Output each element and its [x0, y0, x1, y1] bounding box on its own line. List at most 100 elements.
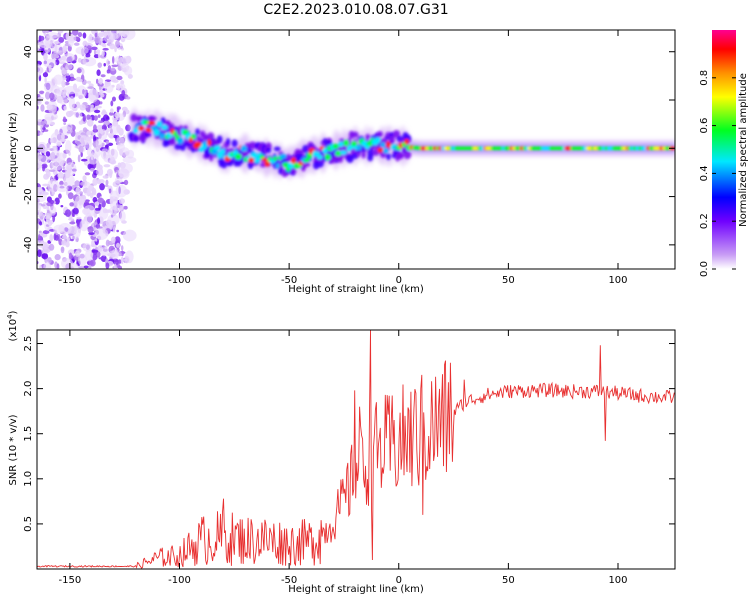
- noise-blob: [97, 114, 101, 118]
- noise-blob: [45, 170, 51, 178]
- ridge-core-blob: [219, 148, 226, 155]
- noise-blob: [65, 110, 73, 118]
- noise-blob: [112, 226, 116, 233]
- noise-blob: [99, 183, 105, 191]
- noise-blob: [49, 199, 55, 205]
- ridge-core-blob: [377, 147, 384, 153]
- noise-blob: [93, 49, 97, 56]
- noise-haze: [77, 143, 87, 153]
- ridge-core-blob: [213, 145, 221, 151]
- snr-y-axis-label: SNR (10 * v/v): [8, 414, 19, 485]
- noise-blob: [98, 257, 106, 260]
- noise-blob: [58, 37, 65, 43]
- ridge-core-blob: [240, 145, 247, 152]
- noise-haze: [43, 58, 57, 68]
- noise-haze: [51, 157, 64, 171]
- noise-haze: [119, 210, 126, 223]
- noise-blob: [106, 69, 111, 74]
- noise-blob: [102, 175, 109, 179]
- noise-blob: [49, 234, 53, 242]
- noise-blob: [81, 158, 88, 162]
- noise-blob: [89, 107, 94, 113]
- noise-haze: [104, 83, 114, 94]
- ridge-blob: [376, 131, 383, 138]
- noise-blob: [77, 31, 83, 38]
- noise-blob: [37, 249, 42, 258]
- noise-blob: [68, 252, 73, 261]
- noise-haze: [115, 184, 128, 198]
- noise-haze: [85, 249, 94, 262]
- noise-blob: [113, 134, 118, 139]
- noise-blob: [100, 30, 105, 33]
- noise-blob: [37, 99, 42, 106]
- figure-title: C2E2.2023.010.08.07.G31: [263, 2, 448, 18]
- noise-blob: [107, 185, 113, 191]
- noise-haze: [44, 112, 58, 121]
- snr-x-tick-label: 50: [502, 575, 515, 586]
- colorbar-tick-label: 0.4: [699, 165, 710, 181]
- noise-haze: [49, 205, 57, 216]
- spectrogram-y-tick-label: 0: [23, 145, 34, 151]
- noise-blob: [40, 125, 44, 132]
- noise-haze: [118, 168, 130, 180]
- noise-haze: [125, 250, 134, 264]
- noise-haze: [87, 152, 99, 165]
- noise-haze: [53, 74, 64, 85]
- noise-blob: [39, 221, 43, 226]
- noise-blob: [102, 47, 109, 51]
- noise-blob: [121, 89, 126, 97]
- noise-blob: [94, 32, 98, 38]
- noise-blob: [100, 74, 106, 78]
- snr-plot-area: [37, 330, 675, 569]
- noise-haze: [122, 229, 137, 242]
- noise-haze: [65, 140, 72, 155]
- colorbar-tick-label: 0.0: [699, 261, 710, 277]
- noise-haze: [82, 181, 92, 196]
- noise-haze: [111, 248, 120, 260]
- noise-blob: [77, 154, 81, 163]
- ridge-blob: [226, 138, 231, 145]
- noise-blob: [75, 187, 81, 196]
- noise-blob: [109, 111, 114, 116]
- noise-blob: [111, 55, 115, 64]
- ridge-core-blob: [279, 153, 287, 159]
- noise-blob: [96, 49, 101, 55]
- ridge-core-blob: [234, 153, 242, 160]
- noise-blob: [72, 212, 75, 218]
- noise-haze: [37, 201, 42, 213]
- noise-blob: [86, 119, 94, 127]
- noise-haze: [59, 125, 73, 136]
- noise-blob: [82, 175, 87, 181]
- colorbar-label: Normalized spectral amplitude: [738, 73, 749, 227]
- noise-blob: [110, 236, 116, 244]
- noise-blob: [97, 53, 101, 59]
- noise-blob: [62, 45, 68, 54]
- noise-blob: [116, 75, 123, 81]
- noise-blob: [116, 242, 121, 249]
- noise-haze: [95, 138, 103, 149]
- ridge-core-blob: [137, 125, 145, 131]
- ridge-core-blob: [272, 156, 278, 161]
- noise-blob: [123, 179, 129, 186]
- noise-haze: [87, 35, 96, 43]
- ridge-core-blob: [148, 120, 155, 126]
- noise-haze: [103, 31, 115, 43]
- ridge-blob: [291, 167, 297, 175]
- noise-blob: [69, 202, 75, 207]
- noise-haze: [75, 46, 89, 55]
- noise-blob: [86, 130, 92, 135]
- noise-haze: [47, 100, 58, 114]
- snr-panel: -150 -100 -50 0 50 100 0.5 1.0 1.5 2.0 2.5 Height …: [6, 310, 676, 595]
- noise-blob: [42, 72, 49, 78]
- noise-blob: [62, 235, 68, 240]
- noise-haze: [37, 186, 43, 198]
- noise-blob: [44, 101, 50, 105]
- noise-blob: [120, 256, 124, 265]
- noise-blob: [54, 254, 61, 261]
- snr-x-tick-label: -150: [59, 575, 82, 586]
- ridge-blob: [204, 149, 211, 158]
- noise-blob: [84, 172, 91, 176]
- noise-haze: [37, 160, 42, 168]
- ridge-core-blob: [335, 150, 342, 156]
- ridge-core-blob: [190, 134, 197, 140]
